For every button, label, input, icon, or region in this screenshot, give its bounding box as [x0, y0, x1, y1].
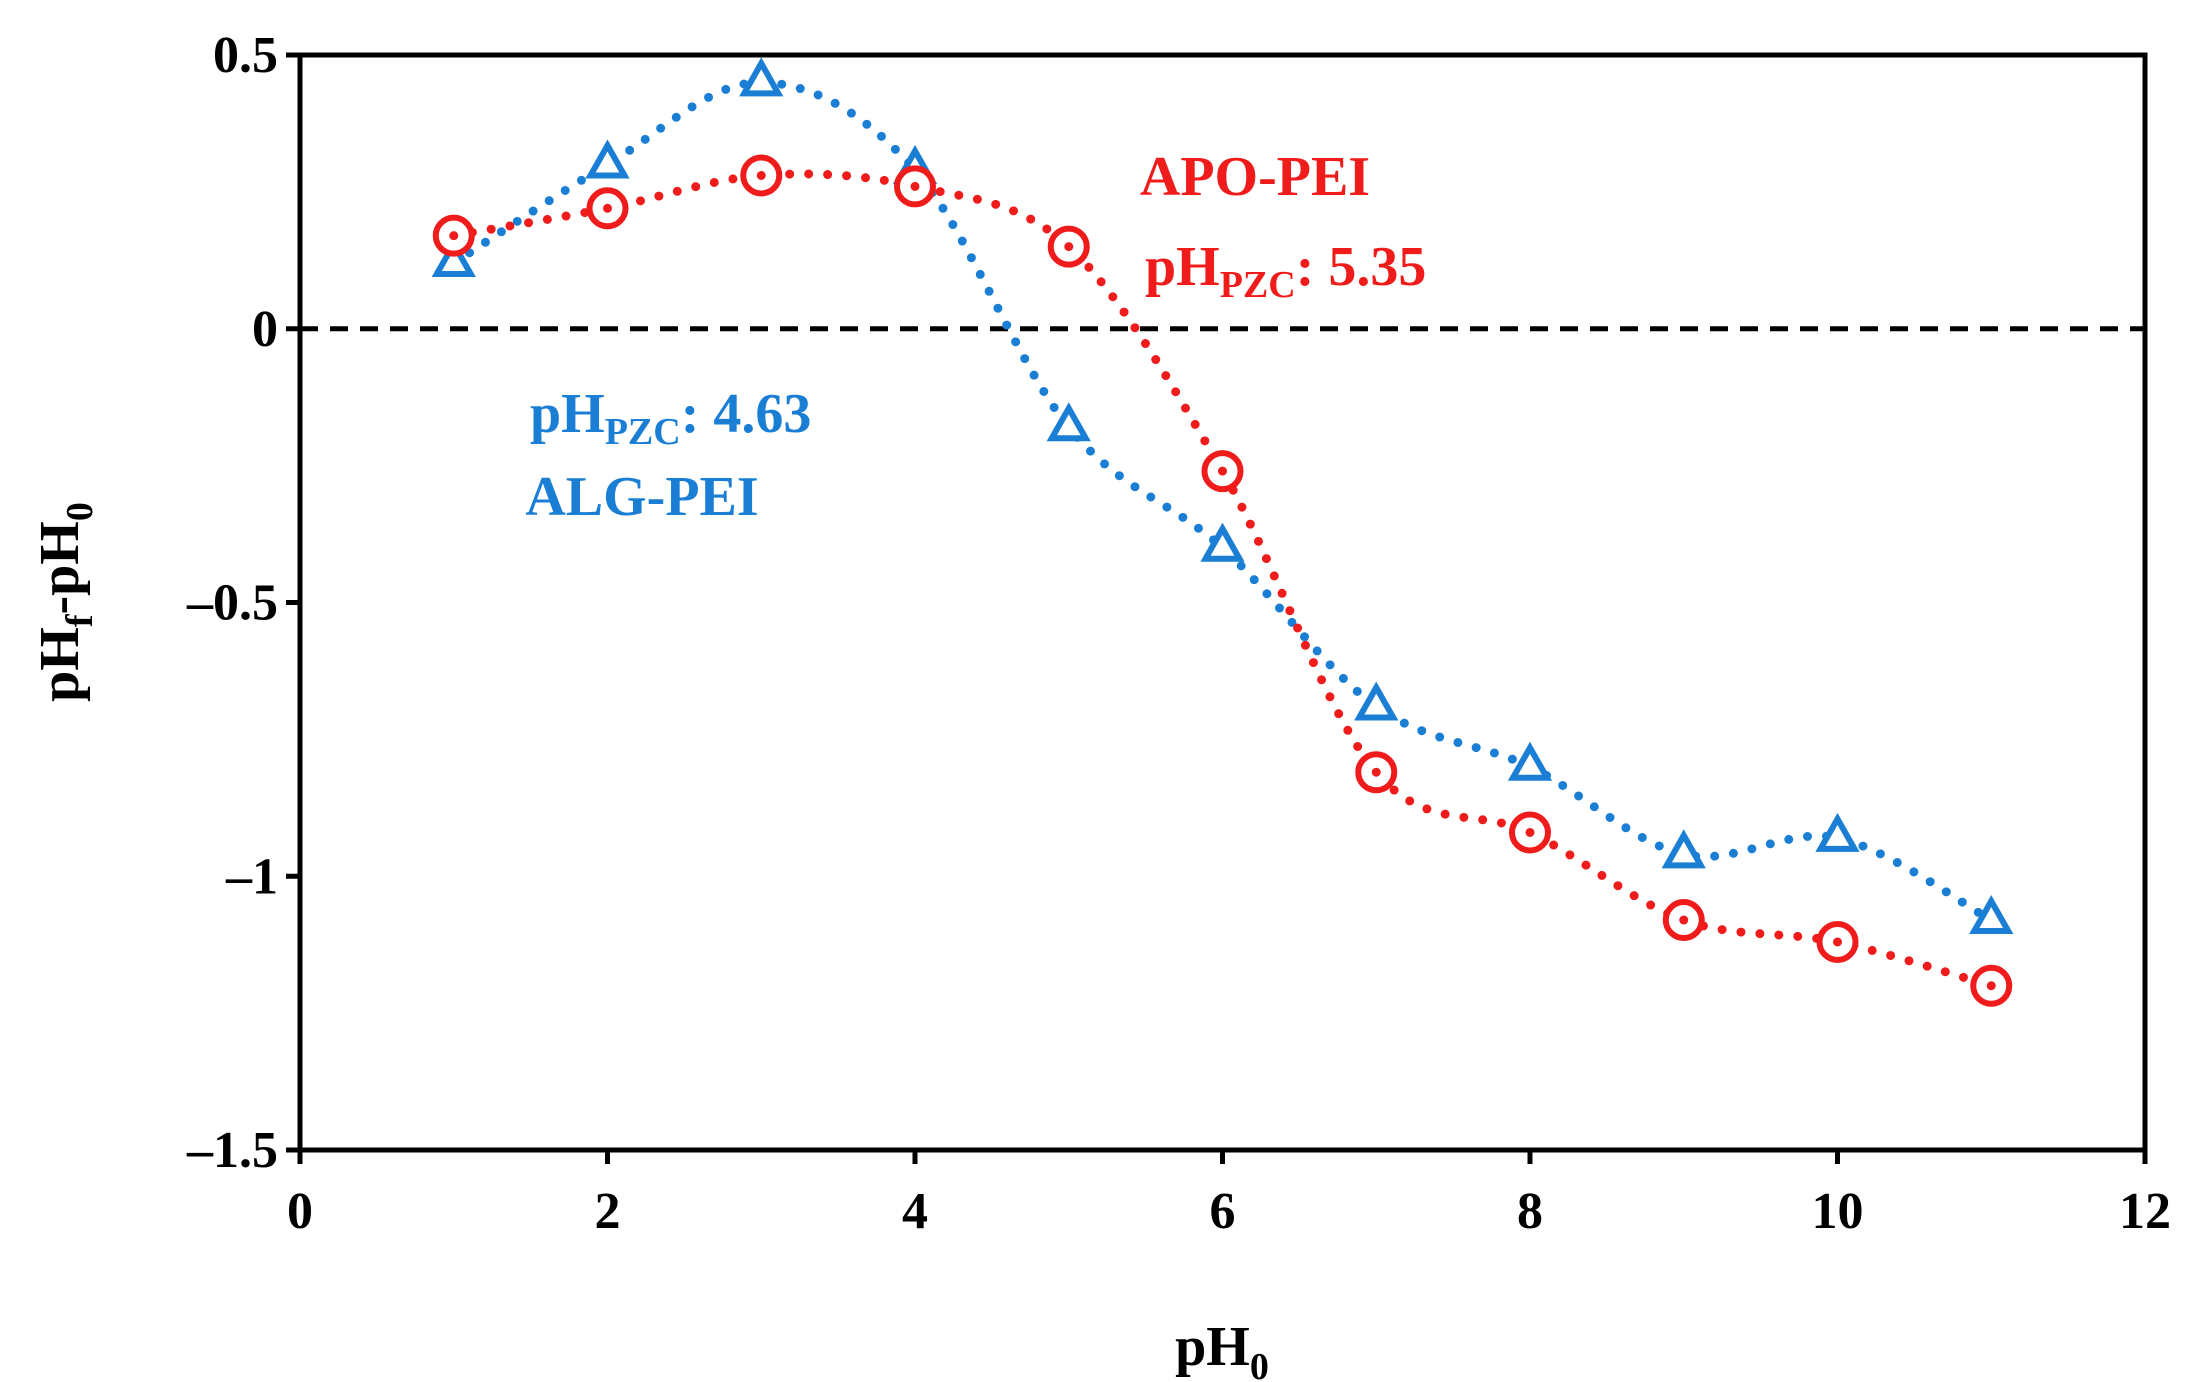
y-tick-label: –1.5 [186, 1122, 278, 1179]
alg-pei-point [1046, 402, 1091, 442]
alg-pei-point [1200, 522, 1245, 562]
alg-pei-line [449, 77, 1996, 925]
apo-pei-point-center [1986, 981, 1996, 991]
alg-pei-point [739, 57, 784, 97]
x-tick-label: 0 [287, 1183, 313, 1240]
apo-pei-point-center [1833, 937, 1842, 947]
alg-pei-pzc: pHPZC: 4.63 [530, 383, 811, 453]
alg-pei-label: ALG-PEI [525, 466, 758, 528]
y-tick-label: 0 [252, 301, 278, 358]
apo-pei-label: APO-PEI [1140, 146, 1370, 208]
apo-pei-point-center [1064, 242, 1074, 252]
apo-pei-point-center [910, 181, 920, 191]
x-tick-label: 10 [1812, 1183, 1864, 1240]
x-tick-label: 12 [2119, 1183, 2171, 1240]
y-tick-label: –1 [225, 848, 278, 905]
alg-pei-point [1507, 741, 1553, 781]
y-tick-label: –0.5 [186, 575, 278, 632]
alg-pei-point [585, 139, 630, 179]
alg-pei-point [431, 237, 476, 278]
apo-pei-point-center [756, 170, 766, 180]
y-axis-title: pHf-pH0 [29, 502, 101, 702]
x-axis-title: pH0 [1175, 1316, 1269, 1382]
apo-pei-point-center [603, 203, 612, 213]
x-tick-label: 2 [595, 1183, 621, 1240]
plot-frame [297, 52, 2148, 1153]
apo-pei-line [449, 169, 1996, 991]
apo-pei-pzc: pHPZC: 5.35 [1145, 236, 1426, 306]
series-layer [431, 57, 2014, 1007]
alg-pei-point [1815, 812, 1860, 852]
axis-ticks [286, 52, 2148, 1164]
y-tick-label: 0.5 [213, 27, 278, 84]
apo-pei-point-center [1525, 827, 1535, 837]
apo-pei-point-center [1218, 466, 1227, 476]
x-tick-label: 6 [1210, 1183, 1236, 1240]
alg-pei-point [1661, 829, 1706, 869]
x-tick-label: 8 [1517, 1183, 1543, 1240]
tick-labels: 0 2 4 6 8 10 12 0.5 0 –0.5 –1 –1.5 [186, 27, 2171, 1240]
apo-pei-point-center [449, 231, 459, 241]
x-tick-label: 4 [902, 1183, 928, 1240]
alg-pei-point [1969, 894, 2014, 935]
apo-pei-point-center [1679, 915, 1689, 925]
alg-pei-point [1354, 681, 1399, 721]
apo-pei-point-center [1371, 767, 1381, 777]
